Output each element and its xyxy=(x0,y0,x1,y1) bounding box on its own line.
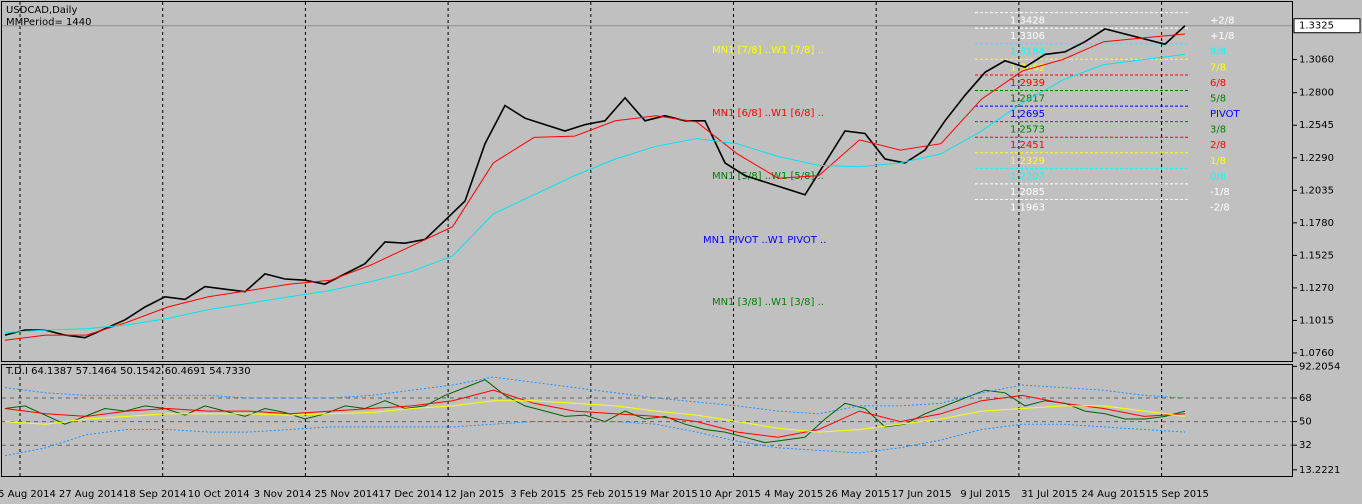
series-line xyxy=(4,389,1186,438)
x-tick-label: 27 Aug 2014 xyxy=(59,489,123,500)
murrey-price: 1.2085 xyxy=(1010,187,1045,198)
x-tick-label: 26 May 2015 xyxy=(825,489,890,500)
series-line xyxy=(4,400,1186,433)
y-tick-label: 1.1780 xyxy=(1299,218,1334,229)
murrey-name: +2/8 xyxy=(1210,16,1234,27)
chart-subtitle: MMPeriod= 1440 xyxy=(6,17,91,28)
murrey-name: 5/8 xyxy=(1210,94,1226,105)
x-tick-label: 12 Jan 2015 xyxy=(444,489,504,500)
murrey-price: 1.2939 xyxy=(1010,78,1045,89)
murrey-price: 1.2817 xyxy=(1010,94,1045,105)
annotation: MN1 [5/8] ..W1 [5/8] .. xyxy=(712,171,824,182)
murrey-name: 1/8 xyxy=(1210,156,1226,167)
indicator-pane-border xyxy=(1,364,1293,477)
annotation: MN1 PIVOT ..W1 PIVOT .. xyxy=(703,235,826,246)
series-line xyxy=(4,53,1186,334)
murrey-name: 3/8 xyxy=(1210,125,1226,136)
series-line xyxy=(4,25,1186,339)
series-line xyxy=(4,421,1186,457)
y-tick-label: 1.2800 xyxy=(1299,88,1334,99)
y-tick-label: 32 xyxy=(1299,440,1312,451)
x-tick-label: 5 Aug 2014 xyxy=(0,489,56,500)
y-tick-label: 1.1015 xyxy=(1299,315,1334,326)
series-line xyxy=(4,33,1186,341)
current-price-box xyxy=(1293,18,1361,34)
y-tick-label: 92.2054 xyxy=(1299,361,1340,372)
x-tick-label: 24 Aug 2015 xyxy=(1081,489,1145,500)
y-tick-label: 1.1270 xyxy=(1299,283,1334,294)
annotation: MN1 [7/8] ..W1 [7/8] .. xyxy=(712,45,824,56)
y-tick-label: 1.2290 xyxy=(1299,153,1334,164)
x-tick-label: 3 Nov 2014 xyxy=(254,489,312,500)
murrey-price: 1.3428 xyxy=(1010,16,1045,27)
x-tick-label: 17 Dec 2014 xyxy=(378,489,442,500)
y-tick-label: 1.0760 xyxy=(1299,348,1334,359)
y-tick-label: 1.2545 xyxy=(1299,120,1334,131)
x-tick-label: 25 Nov 2014 xyxy=(314,489,378,500)
y-tick-label: 1.2035 xyxy=(1299,185,1334,196)
current-price-label: 1.3325 xyxy=(1299,21,1334,32)
x-tick-label: 19 Mar 2015 xyxy=(634,489,697,500)
murrey-price: 1.3306 xyxy=(1010,31,1045,42)
x-tick-label: 31 Jul 2015 xyxy=(1021,489,1078,500)
x-tick-label: 25 Feb 2015 xyxy=(571,489,633,500)
murrey-price: 1.3062 xyxy=(1010,62,1045,73)
y-tick-label: 1.1525 xyxy=(1299,250,1334,261)
series-line xyxy=(4,379,1186,444)
murrey-price: 1.2329 xyxy=(1010,156,1045,167)
x-tick-label: 10 Apr 2015 xyxy=(699,489,761,500)
murrey-name: 2/8 xyxy=(1210,140,1226,151)
x-tick-label: 9 Jul 2015 xyxy=(960,489,1010,500)
x-tick-label: 18 Sep 2014 xyxy=(123,489,186,500)
y-tick-label: 68 xyxy=(1299,393,1312,404)
murrey-price: 1.2207 xyxy=(1010,171,1045,182)
y-tick-label: 13.2221 xyxy=(1299,465,1340,476)
murrey-price: 1.2695 xyxy=(1010,109,1045,120)
chart-title: USDCAD,Daily xyxy=(6,5,77,16)
murrey-name: 6/8 xyxy=(1210,78,1226,89)
murrey-price: 1.1963 xyxy=(1010,202,1045,213)
murrey-price: 1.2451 xyxy=(1010,140,1045,151)
y-tick-label: 50 xyxy=(1299,417,1312,428)
annotation: MN1 [6/8] ..W1 [6/8] .. xyxy=(712,108,824,119)
murrey-name: PIVOT xyxy=(1210,109,1241,120)
murrey-name: +1/8 xyxy=(1210,31,1234,42)
annotation: MN1 [3/8] ..W1 [3/8] .. xyxy=(712,297,824,308)
murrey-name: 8/8 xyxy=(1210,47,1226,58)
x-tick-label: 10 Oct 2014 xyxy=(188,489,250,500)
x-tick-label: 17 Jun 2015 xyxy=(892,489,952,500)
x-tick-label: 3 Feb 2015 xyxy=(510,489,566,500)
murrey-name: 0/8 xyxy=(1210,171,1226,182)
indicator-title: T.D.I 64.1387 57.1464 50.1542 60.4691 54… xyxy=(5,366,251,377)
main-pane-border xyxy=(1,1,1293,362)
murrey-name: -1/8 xyxy=(1210,187,1230,198)
murrey-name: 7/8 xyxy=(1210,62,1226,73)
murrey-price: 1.3184 xyxy=(1010,47,1045,58)
x-tick-label: 15 Sep 2015 xyxy=(1146,489,1209,500)
murrey-price: 1.2573 xyxy=(1010,125,1045,136)
series-line xyxy=(4,376,1186,415)
murrey-name: -2/8 xyxy=(1210,202,1230,213)
y-tick-label: 1.3060 xyxy=(1299,55,1334,66)
x-tick-label: 4 May 2015 xyxy=(764,489,823,500)
